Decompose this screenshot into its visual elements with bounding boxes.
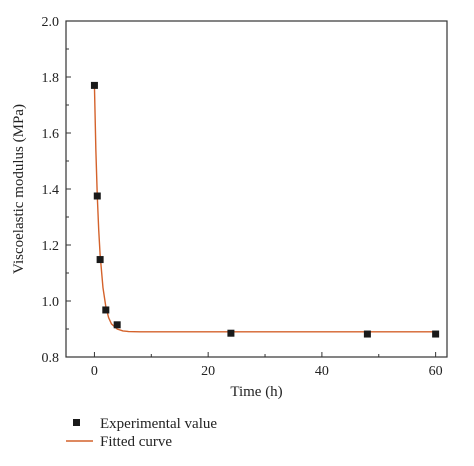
y-tick-label: 1.6 xyxy=(42,127,60,142)
x-tick-label: 40 xyxy=(315,364,329,379)
y-tick-label: 1.4 xyxy=(42,183,60,198)
y-axis-label: Viscoelastic modulus (MPa) xyxy=(11,104,27,274)
x-tick-label: 0 xyxy=(91,364,98,379)
y-tick-label: 1.8 xyxy=(42,71,60,86)
y-tick-label: 2.0 xyxy=(42,15,60,30)
y-tick-label: 0.8 xyxy=(42,351,60,366)
experimental-point xyxy=(363,330,371,338)
y-tick-label: 1.2 xyxy=(42,239,60,254)
plot-frame xyxy=(65,20,448,358)
x-axis-label: Time (h) xyxy=(230,384,282,400)
experimental-point xyxy=(90,81,98,89)
legend: Experimental value Fitted curve xyxy=(66,416,217,450)
legend-label-experimental-value: Experimental value xyxy=(100,416,217,432)
fitted-curve-line xyxy=(93,85,436,333)
y-tick-label: 1.0 xyxy=(42,295,60,310)
legend-marker-experimental-value xyxy=(73,419,80,426)
experimental-point xyxy=(432,330,440,338)
x-tick-label: 60 xyxy=(429,364,443,379)
x-tick-label: 20 xyxy=(201,364,215,379)
experimental-point xyxy=(93,192,101,200)
experimental-point xyxy=(227,329,235,337)
experimental-point xyxy=(96,256,104,264)
experimental-point xyxy=(113,321,121,329)
legend-label-fitted-curve: Fitted curve xyxy=(100,434,172,450)
experimental-point xyxy=(102,306,110,314)
